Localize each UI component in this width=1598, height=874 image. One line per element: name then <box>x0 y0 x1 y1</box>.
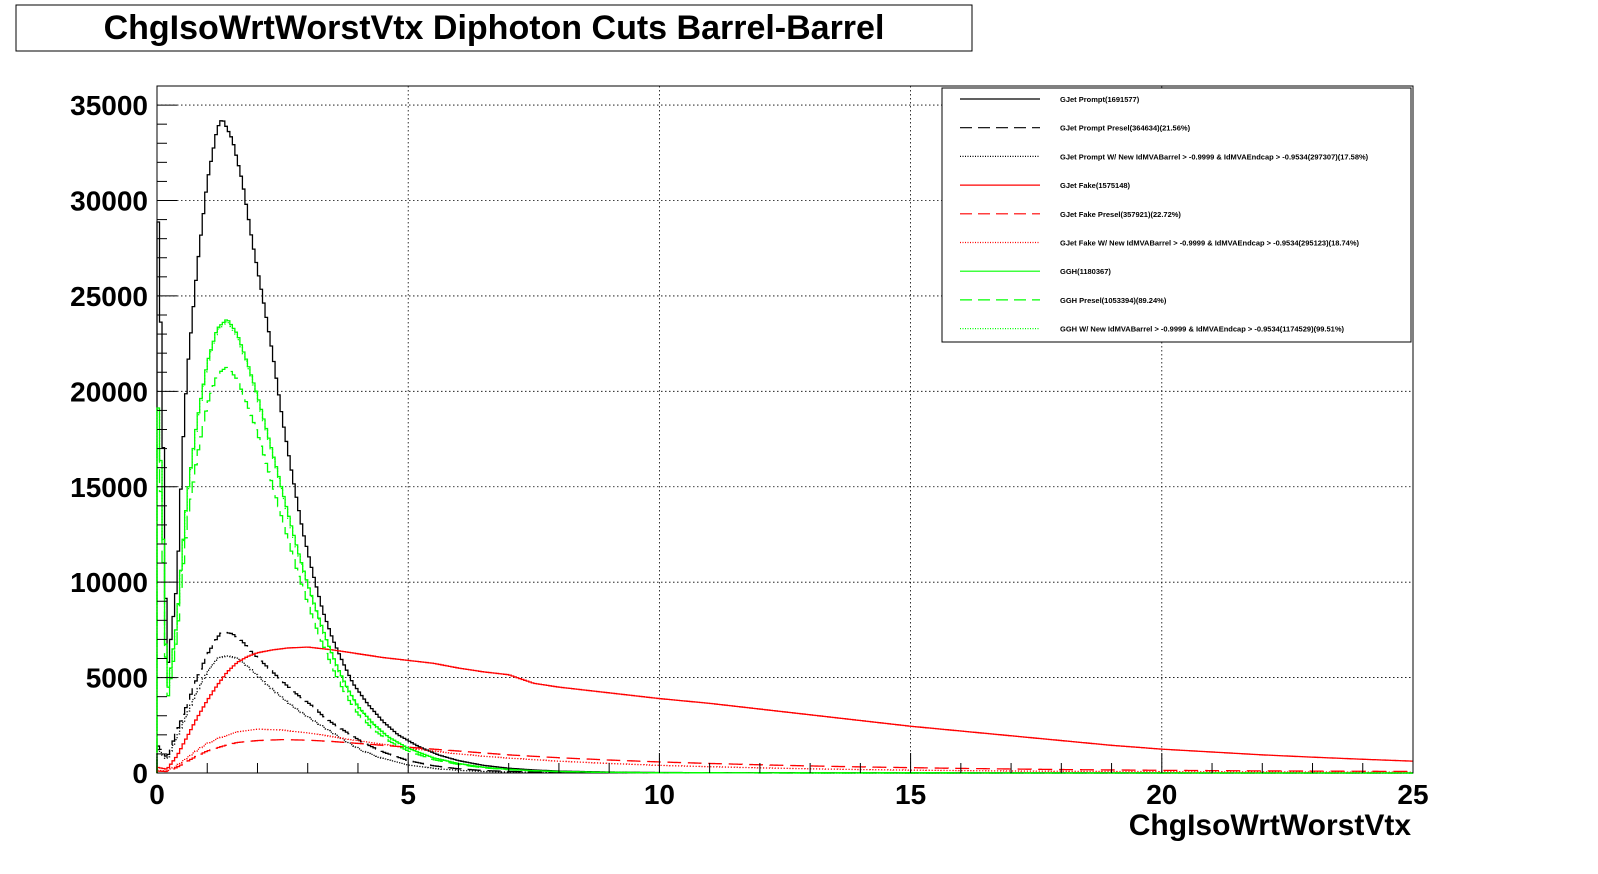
y-tick-label-0: 0 <box>132 758 148 789</box>
legend-label-0: GJet Prompt(1691577) <box>1060 95 1140 104</box>
legend-label-5: GJet Fake W/ New IdMVABarrel > -0.9999 &… <box>1060 239 1360 248</box>
legend-label-2: GJet Prompt W/ New IdMVABarrel > -0.9999… <box>1060 152 1369 161</box>
legend-label-4: GJet Fake Presel(357921)(22.72%) <box>1060 210 1181 219</box>
y-tick-label-6: 30000 <box>70 186 148 217</box>
series-line-5 <box>156 728 1413 773</box>
y-tick-label-1: 5000 <box>86 663 148 694</box>
legend-label-7: GGH Presel(1053394)(89.24%) <box>1060 296 1167 305</box>
x-tick-label-4: 20 <box>1146 779 1177 810</box>
x-tick-label-5: 25 <box>1397 779 1428 810</box>
legend-label-3: GJet Fake(1575148) <box>1060 181 1131 190</box>
y-tick-label-5: 25000 <box>70 281 148 312</box>
grid-layer <box>157 86 1413 773</box>
series-line-4 <box>156 738 1413 773</box>
chart-title-box: ChgIsoWrtWorstVtx Diphoton Cuts Barrel-B… <box>15 4 973 52</box>
legend: GJet Prompt(1691577) GJet Prompt Presel(3… <box>941 87 1412 343</box>
series-layer <box>156 120 1413 774</box>
y-tick-label-2: 10000 <box>70 567 148 598</box>
legend-label-1: GJet Prompt Presel(364634)(21.56%) <box>1060 124 1191 133</box>
legend-label-8: GGH W/ New IdMVABarrel > -0.9999 & IdMVA… <box>1060 325 1345 334</box>
x-axis-label: ChgIsoWrtWorstVtx <box>1129 809 1412 842</box>
y-tick-label-3: 15000 <box>70 472 148 503</box>
y-tick-label-7: 35000 <box>70 90 148 121</box>
series-line-8 <box>156 321 1413 774</box>
axis-layer: 0 5 10 15 20 25 0 5000 10000 15000 20000 25000 30000… <box>70 85 1429 810</box>
x-tick-label-2: 10 <box>644 779 675 810</box>
chart-title: ChgIsoWrtWorstVtx Diphoton Cuts Barrel-B… <box>104 9 885 47</box>
x-tick-label-3: 15 <box>895 779 926 810</box>
series-line-3 <box>156 646 1413 773</box>
x-tick-label-0: 0 <box>149 779 165 810</box>
legend-label-6: GGH(1180367) <box>1060 267 1111 276</box>
y-tick-label-4: 20000 <box>70 376 148 407</box>
x-tick-label-1: 5 <box>400 779 416 810</box>
series-line-7 <box>156 366 1413 774</box>
